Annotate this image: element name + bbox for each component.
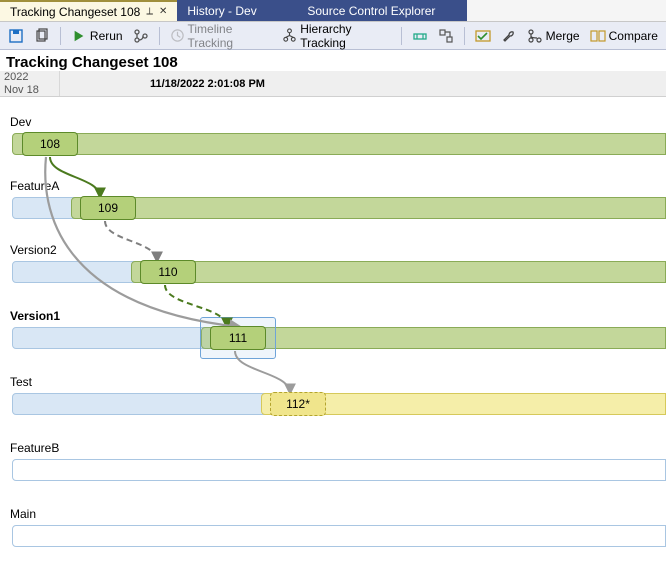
branch-label-version2[interactable]: Version2 xyxy=(10,243,57,257)
tracking-diagram[interactable]: Dev 108 FeatureA 109 Version2 110 Version1 111 T… xyxy=(0,97,666,567)
branch-label-featureb[interactable]: FeatureB xyxy=(10,441,59,455)
branch-icon xyxy=(133,28,149,44)
branch-label-version1[interactable]: Version1 xyxy=(10,309,60,323)
tab-tracking-changeset[interactable]: Tracking Changeset 108 ⟂ ✕ xyxy=(0,0,177,21)
options-button[interactable] xyxy=(497,26,521,46)
changeset-node-110[interactable]: 110 xyxy=(140,260,196,284)
toolbar-separator xyxy=(60,27,61,45)
branch-lane-dev[interactable] xyxy=(12,133,666,155)
tab-history-dev[interactable]: History - Dev xyxy=(177,0,297,21)
timeline-label: Timeline Tracking xyxy=(188,22,273,50)
ruler-timestamp: 11/18/2022 2:01:08 PM xyxy=(60,71,666,96)
toolbar-separator xyxy=(159,27,160,45)
tab-strip: Tracking Changeset 108 ⟂ ✕ History - Dev… xyxy=(0,0,666,22)
page-title: Tracking Changeset 108 xyxy=(0,50,666,71)
toolbar: Rerun Timeline Tracking Hierarchy Tracki… xyxy=(0,22,666,50)
tab-source-control-explorer[interactable]: Source Control Explorer xyxy=(297,0,467,21)
changeset-node-109[interactable]: 109 xyxy=(80,196,136,220)
branch-label-test[interactable]: Test xyxy=(10,375,32,389)
clock-icon xyxy=(170,28,185,44)
merge-button[interactable]: Merge xyxy=(523,26,584,46)
path-icon xyxy=(438,28,454,44)
tab-label: Source Control Explorer xyxy=(307,4,435,18)
ruler-day: Nov 18 xyxy=(0,84,59,97)
copy-icon xyxy=(34,28,50,44)
rerun-button[interactable]: Rerun xyxy=(67,26,127,46)
timeline-tracking-button[interactable]: Timeline Tracking xyxy=(166,20,277,52)
toolbar-separator xyxy=(464,27,465,45)
branch-picker-button[interactable] xyxy=(129,26,153,46)
rerun-label: Rerun xyxy=(90,29,123,43)
merge-icon xyxy=(527,28,543,44)
save-button[interactable] xyxy=(4,26,28,46)
track-icon xyxy=(412,28,428,44)
path-button[interactable] xyxy=(434,26,458,46)
track-button[interactable] xyxy=(408,26,432,46)
merge-arrow xyxy=(105,221,157,261)
hierarchy-icon xyxy=(282,28,297,44)
check-icon xyxy=(475,28,491,44)
changeset-node-108[interactable]: 108 xyxy=(22,132,78,156)
wrench-icon xyxy=(501,28,517,44)
compare-button[interactable]: Compare xyxy=(586,26,662,46)
branch-lane-featureb[interactable] xyxy=(12,459,666,481)
branch-lane-overlay-featurea xyxy=(71,197,666,219)
copy-button[interactable] xyxy=(30,26,54,46)
time-ruler: 2022 Nov 18 11/18/2022 2:01:08 PM xyxy=(0,71,666,97)
branch-label-dev[interactable]: Dev xyxy=(10,115,31,129)
changeset-node-112[interactable]: 112* xyxy=(270,392,326,416)
merge-label: Merge xyxy=(546,29,580,43)
ruler-year-cell: 2022 Nov 18 xyxy=(0,71,60,96)
check-button[interactable] xyxy=(471,26,495,46)
hierarchy-label: Hierarchy Tracking xyxy=(300,22,391,50)
tab-label: History - Dev xyxy=(187,4,256,18)
merge-arrow xyxy=(45,157,240,327)
compare-label: Compare xyxy=(609,29,658,43)
changeset-node-111[interactable]: 111 xyxy=(210,326,266,350)
compare-icon xyxy=(590,28,606,44)
run-icon xyxy=(71,28,87,44)
pin-icon[interactable]: ⟂ xyxy=(146,6,153,17)
ruler-year: 2022 xyxy=(0,71,59,84)
save-icon xyxy=(8,28,24,44)
branch-label-main[interactable]: Main xyxy=(10,507,36,521)
branch-lane-main[interactable] xyxy=(12,525,666,547)
hierarchy-tracking-button[interactable]: Hierarchy Tracking xyxy=(278,20,395,52)
toolbar-separator xyxy=(401,27,402,45)
branch-lane-overlay-version2 xyxy=(131,261,666,283)
branch-label-featurea[interactable]: FeatureA xyxy=(10,179,59,193)
tab-label: Tracking Changeset 108 xyxy=(10,5,140,19)
close-icon[interactable]: ✕ xyxy=(159,6,167,17)
